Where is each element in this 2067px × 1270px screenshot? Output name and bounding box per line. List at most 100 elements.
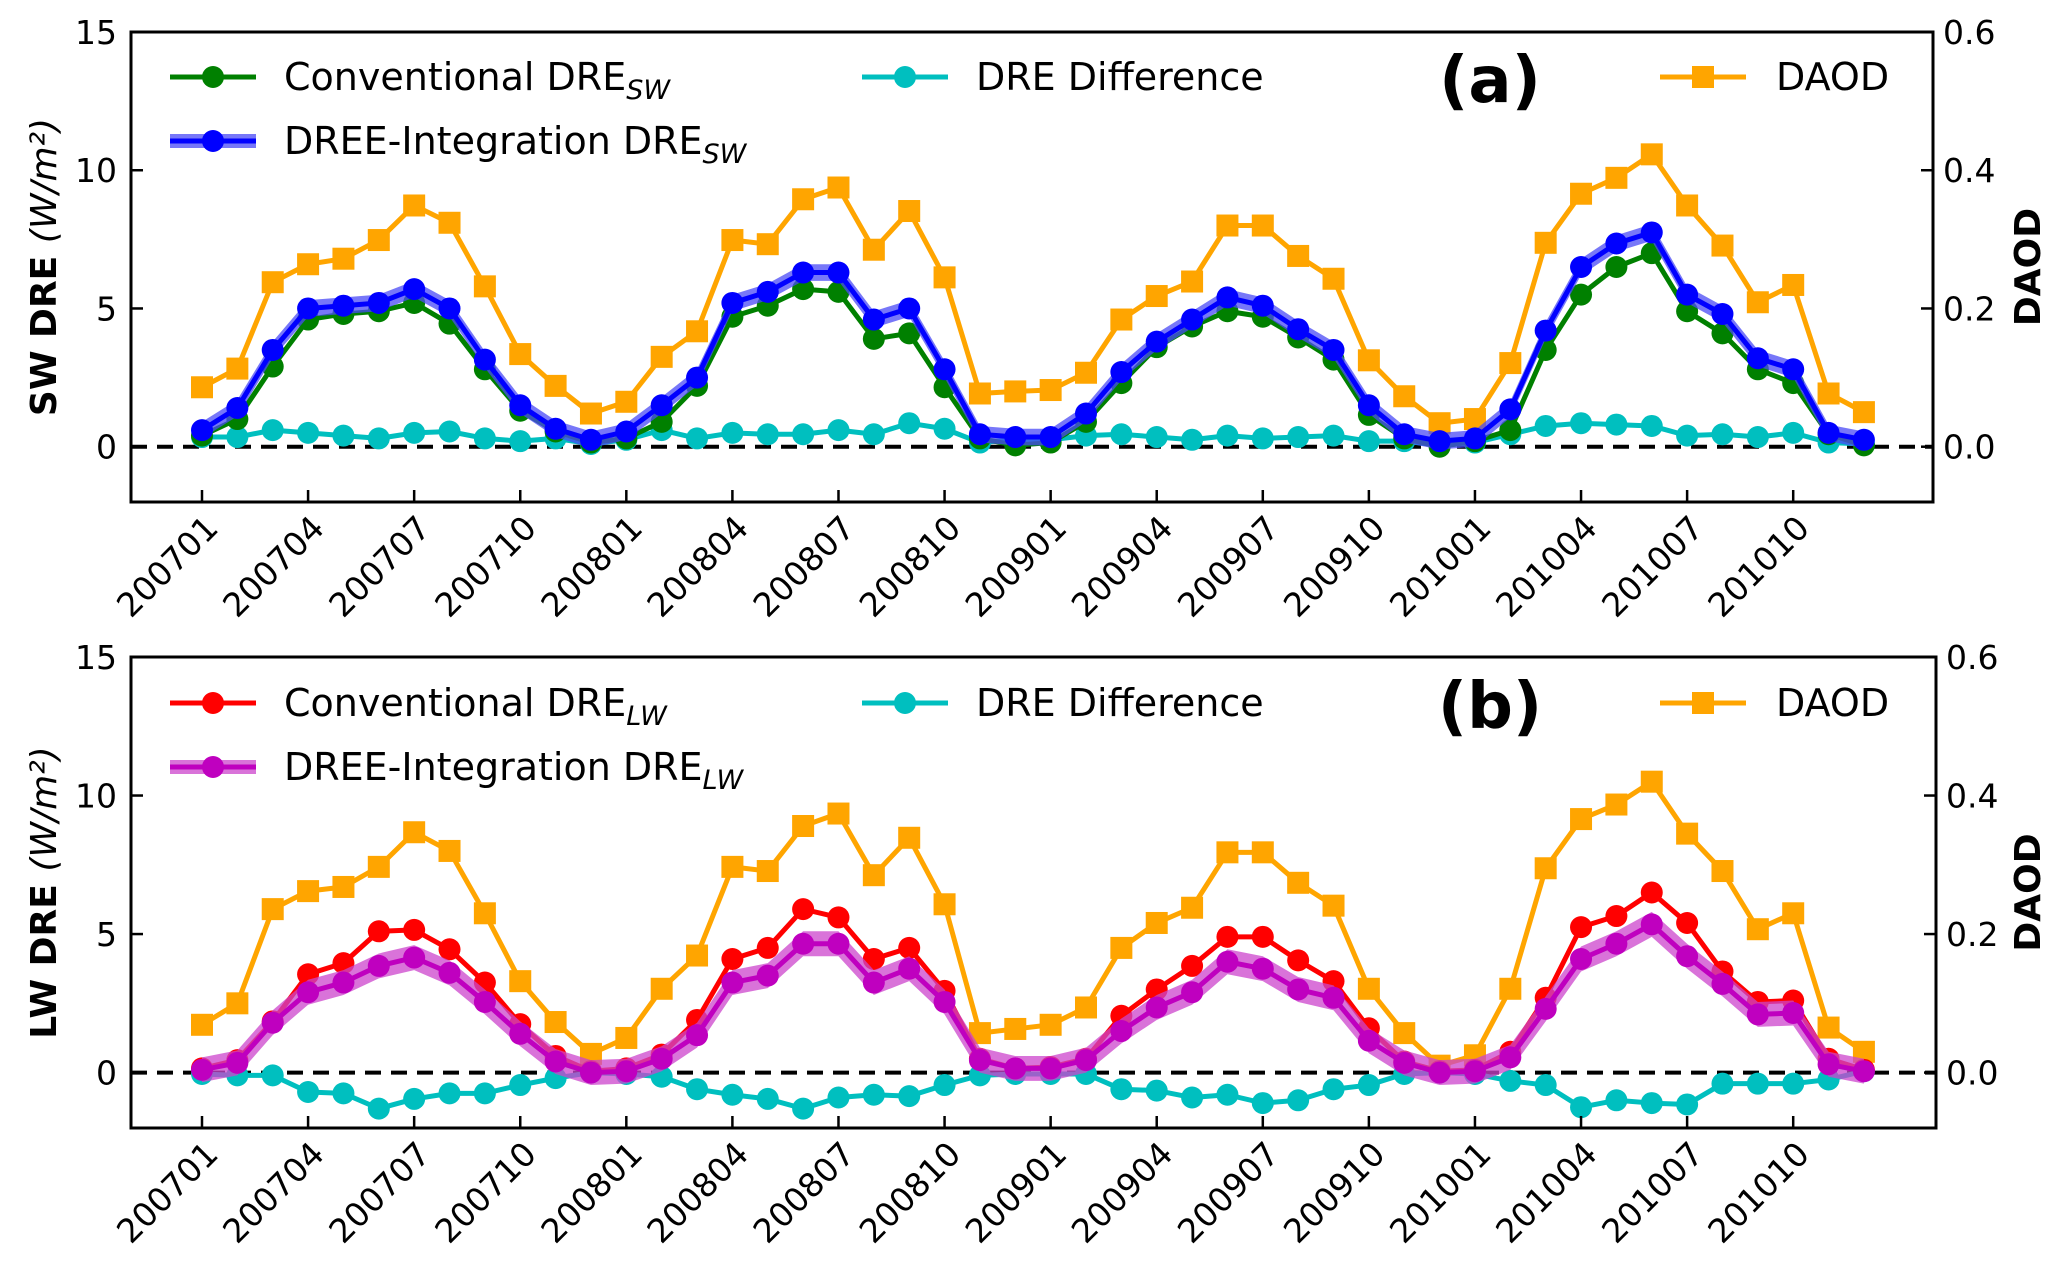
data-point bbox=[1711, 423, 1734, 446]
data-point bbox=[615, 390, 638, 413]
data-point bbox=[1570, 182, 1593, 205]
data-point bbox=[1640, 913, 1663, 936]
legend-marker-circle bbox=[202, 692, 224, 714]
data-point bbox=[367, 229, 390, 252]
data-point bbox=[1817, 1053, 1840, 1076]
data-point bbox=[297, 981, 320, 1004]
data-point bbox=[438, 961, 461, 984]
data-point bbox=[1039, 1057, 1062, 1080]
y2-tick-label: 0.4 bbox=[1943, 151, 1995, 190]
data-point bbox=[898, 297, 921, 320]
data-point bbox=[792, 1097, 815, 1120]
series-dree-integration-dresw bbox=[191, 221, 1875, 453]
x-tick-label: 200710 bbox=[427, 1134, 544, 1251]
data-point bbox=[1746, 1072, 1769, 1095]
data-point bbox=[403, 946, 426, 969]
y-tick-label: 0 bbox=[96, 1054, 117, 1093]
data-point bbox=[438, 211, 461, 234]
data-point bbox=[579, 428, 602, 451]
data-point bbox=[1110, 308, 1133, 331]
y2-axis-title: DAOD bbox=[2008, 833, 2049, 951]
legend-item: DRE Difference bbox=[862, 681, 1264, 725]
legend-marker-square bbox=[1692, 692, 1714, 714]
data-point bbox=[1216, 950, 1239, 973]
legend-label-text: DAOD bbox=[1776, 681, 1889, 725]
data-point bbox=[756, 964, 779, 987]
data-point bbox=[756, 423, 779, 446]
data-point bbox=[1357, 430, 1380, 453]
data-point bbox=[1534, 1074, 1557, 1097]
data-point bbox=[1463, 1060, 1486, 1083]
data-point bbox=[1605, 232, 1628, 255]
data-point bbox=[1676, 822, 1699, 845]
data-point bbox=[1393, 1051, 1416, 1074]
data-point bbox=[1287, 949, 1310, 972]
data-point bbox=[968, 382, 991, 405]
data-point bbox=[1534, 319, 1557, 342]
data-point bbox=[792, 261, 815, 284]
y-tick-label: 5 bbox=[96, 915, 117, 954]
data-point bbox=[650, 345, 673, 368]
data-point bbox=[933, 358, 956, 381]
data-point bbox=[1181, 428, 1204, 451]
legend-label-subscript: SW bbox=[703, 139, 748, 170]
legend-label: Conventional DRELW bbox=[284, 681, 668, 732]
data-point bbox=[1570, 256, 1593, 278]
x-tick-label: 200701 bbox=[109, 508, 226, 625]
data-point bbox=[367, 954, 390, 977]
data-point bbox=[473, 1082, 496, 1105]
data-point bbox=[1570, 283, 1593, 306]
data-point bbox=[827, 176, 850, 199]
panel-a: 0 5 10 15 0.0 0.2 0.4 0.6 2007012007042007072007… bbox=[24, 13, 2049, 625]
data-point bbox=[332, 1082, 355, 1105]
data-point bbox=[1004, 1057, 1027, 1080]
data-point bbox=[1322, 338, 1345, 361]
data-point bbox=[1181, 308, 1204, 331]
legend-label: Conventional DRESW bbox=[284, 55, 671, 106]
y2-axis-title: DAOD bbox=[2008, 208, 2049, 326]
data-point bbox=[1640, 414, 1663, 437]
data-point bbox=[1499, 1046, 1522, 1069]
data-point bbox=[1322, 267, 1345, 290]
legend-label-text: DRE Difference bbox=[976, 681, 1264, 725]
data-point bbox=[898, 412, 921, 435]
data-point bbox=[1216, 841, 1239, 864]
y-axis-title-text: SW DRE bbox=[24, 243, 65, 416]
y2-tick-label: 0.2 bbox=[1946, 915, 1998, 954]
data-point bbox=[968, 423, 991, 446]
x-tick-label: 200804 bbox=[639, 508, 756, 625]
x-tick-label: 200707 bbox=[321, 1134, 438, 1251]
data-point bbox=[1746, 291, 1769, 314]
x-tick-label: 200801 bbox=[533, 508, 650, 625]
data-point bbox=[615, 1026, 638, 1049]
data-point bbox=[403, 821, 426, 844]
data-point bbox=[721, 229, 744, 252]
y-tick-label: 10 bbox=[75, 777, 117, 816]
data-point bbox=[403, 1087, 426, 1110]
data-point bbox=[191, 419, 213, 442]
data-point bbox=[1251, 925, 1274, 948]
data-point bbox=[1711, 860, 1734, 883]
y2-tick-label: 0.2 bbox=[1943, 289, 1995, 328]
data-point bbox=[721, 947, 744, 970]
data-point bbox=[1110, 1078, 1133, 1101]
legend-label: DRE Difference bbox=[976, 681, 1264, 725]
series-line bbox=[200, 151, 1866, 426]
y2-tick-label: 0.6 bbox=[1943, 13, 1995, 52]
data-point bbox=[226, 357, 249, 380]
series-dree-integration-drelw bbox=[191, 911, 1875, 1086]
data-point bbox=[1251, 957, 1274, 980]
data-point bbox=[332, 971, 355, 994]
data-point bbox=[1746, 426, 1769, 449]
data-point bbox=[1287, 244, 1310, 267]
data-point bbox=[261, 419, 284, 442]
data-point bbox=[473, 990, 496, 1013]
data-point bbox=[792, 423, 815, 446]
data-point bbox=[1075, 1049, 1097, 1072]
data-point bbox=[1852, 1060, 1875, 1083]
data-point bbox=[297, 880, 320, 903]
data-point bbox=[862, 864, 885, 887]
data-point bbox=[1357, 349, 1380, 372]
x-tick-label: 200704 bbox=[215, 1134, 332, 1251]
